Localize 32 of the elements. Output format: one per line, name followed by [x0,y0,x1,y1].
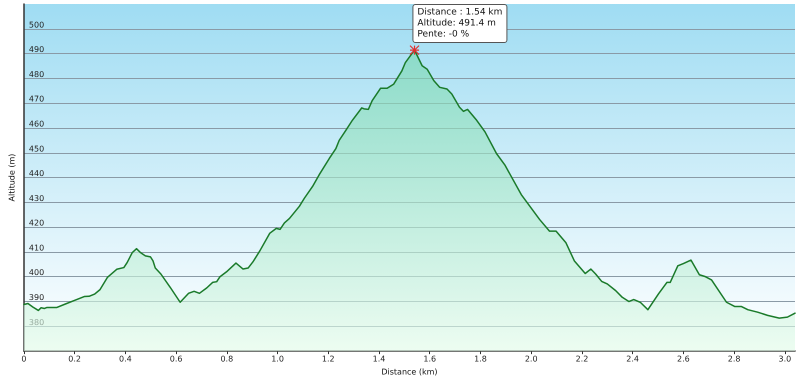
x-tick-label: 0.4 [118,354,132,364]
annotation: Distance : 1.54 km Altitude: 491.4 m Pente: -0 % [417,8,502,40]
x-tick-label: 3.0 [778,354,792,364]
x-tick-label: 0.6 [170,354,182,364]
y-tick-label: 440 [28,169,44,178]
x-tick-label: 0.8 [220,354,234,364]
x-tick-label: 2.8 [728,354,740,364]
x-tick-label: 0.2 [68,354,81,364]
y-tick-label: 450 [28,144,44,154]
x-tick-label: 2.0 [524,354,538,364]
x-tick-label: 1.8 [474,354,487,364]
x-tick-label: 2.2 [576,354,588,364]
x-tick-label: 0 [21,354,26,364]
y-tick-label: 410 [28,243,44,252]
y-tick-label: 380 [28,318,44,327]
x-axis-title: Distance (km) [381,368,438,376]
y-tick-label: 490 [28,45,44,54]
x-tick-label: 1.4 [372,354,386,364]
y-axis-title: Altitude (m) [8,154,16,202]
y-tick-label: 460 [28,119,44,128]
x-tick-label: 1.2 [322,354,335,364]
x-tick-label: 2.6 [677,354,690,364]
y-tick-label: 470 [28,94,44,104]
x-tick-label: 2.4 [626,354,640,364]
x-tick-label: 1.0 [271,354,284,364]
y-tick-label: 400 [28,268,44,278]
y-tick-label: 430 [28,194,44,203]
y-tick-label: 500 [28,20,44,30]
x-tick-label: 1.6 [423,354,436,364]
y-tick-label: 480 [28,70,44,79]
y-tick-label: 420 [28,218,44,228]
y-tick-label: 390 [28,293,44,302]
